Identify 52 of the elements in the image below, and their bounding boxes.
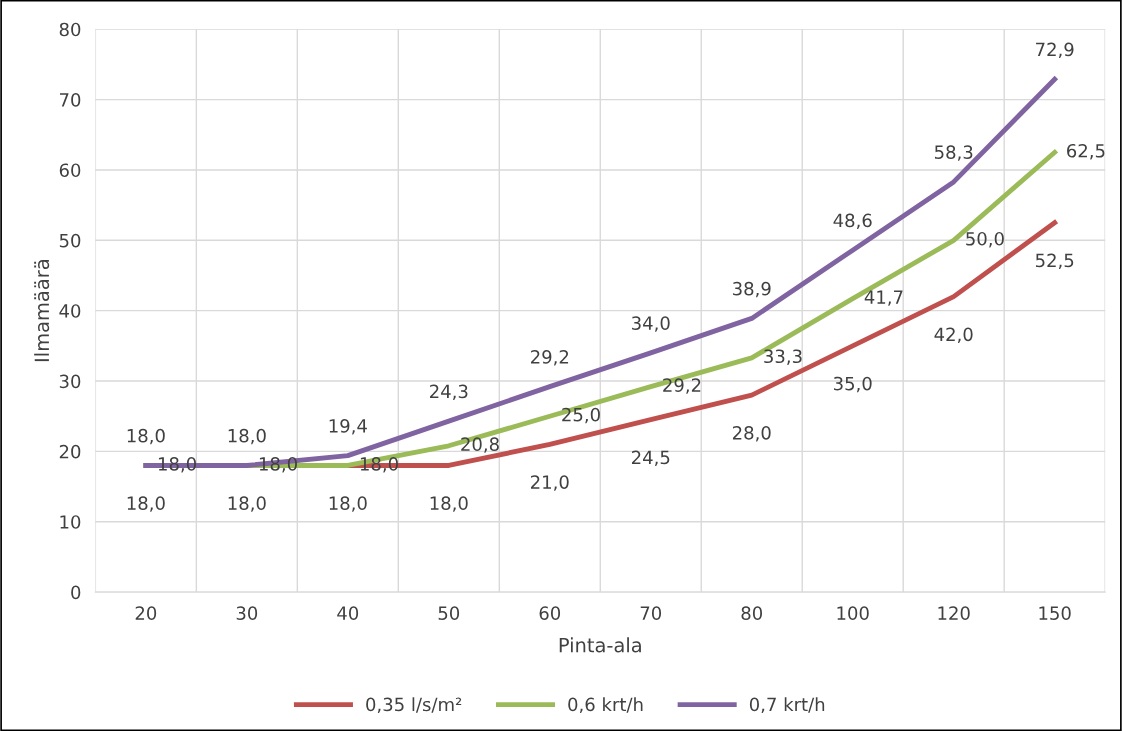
data-label: 18,0 — [127, 428, 165, 445]
data-label: 21,0 — [531, 475, 569, 491]
legend-label: 0,7 krt/h — [749, 697, 825, 714]
data-label: 25,0 — [562, 407, 600, 424]
data-label: 42,0 — [934, 327, 973, 343]
data-label: 18,0 — [127, 496, 165, 512]
x-tick-label: 60 — [539, 606, 561, 620]
y-tick-label: 70 — [59, 93, 81, 107]
x-tick-label: 120 — [938, 606, 970, 620]
y-tick-label: 0 — [71, 585, 81, 600]
x-tick-label: 100 — [837, 606, 869, 620]
y-axis-title: Ilmamäärä — [34, 260, 50, 362]
data-label: 28,0 — [732, 425, 771, 442]
data-label: 38,9 — [733, 281, 771, 298]
y-tick-label: 50 — [59, 233, 81, 248]
x-axis-title: Pinta-ala — [559, 637, 641, 653]
data-label: 33,3 — [764, 349, 802, 365]
legend-label: 0,6 krt/h — [568, 697, 643, 714]
data-label: 19,4 — [329, 419, 367, 435]
x-tick-label: 20 — [135, 606, 157, 620]
y-tick-label: 80 — [59, 22, 81, 37]
x-tick-label: 80 — [741, 606, 763, 620]
data-label: 35,0 — [834, 376, 872, 393]
data-label: 34,0 — [632, 316, 670, 332]
data-label: 20,8 — [461, 437, 499, 453]
y-tick-label: 20 — [59, 444, 81, 459]
x-tick-label: 40 — [337, 606, 359, 620]
data-label: 58,3 — [934, 145, 973, 161]
x-tick-label: 50 — [438, 606, 460, 620]
data-label: 41,7 — [864, 290, 903, 306]
data-label: 18,0 — [228, 496, 266, 512]
x-tick-label: 150 — [1039, 606, 1071, 620]
y-tick-label: 10 — [60, 515, 81, 529]
data-label: 29,2 — [663, 378, 701, 394]
data-label: 29,2 — [531, 350, 569, 366]
data-label: 18,0 — [430, 496, 468, 512]
data-label: 50,0 — [966, 231, 1004, 248]
y-tick-label: 40 — [59, 304, 81, 318]
data-label: 48,6 — [833, 213, 872, 230]
x-tick-label: 30 — [236, 606, 258, 620]
data-label: 52,5 — [1035, 253, 1074, 270]
legend-label: 0,35 l/s/m² — [366, 697, 462, 714]
data-label: 18,0 — [329, 496, 367, 512]
y-tick-label: 60 — [59, 163, 81, 178]
y-tick-label: 30 — [59, 374, 81, 389]
data-label: 72,9 — [1036, 42, 1074, 59]
data-label: 18,0 — [259, 457, 297, 473]
x-tick-label: 70 — [640, 606, 662, 620]
data-label: 18,0 — [228, 428, 266, 445]
data-label: 24,3 — [430, 384, 468, 401]
data-label: 62,5 — [1067, 143, 1105, 160]
data-label: 24,5 — [631, 450, 670, 467]
